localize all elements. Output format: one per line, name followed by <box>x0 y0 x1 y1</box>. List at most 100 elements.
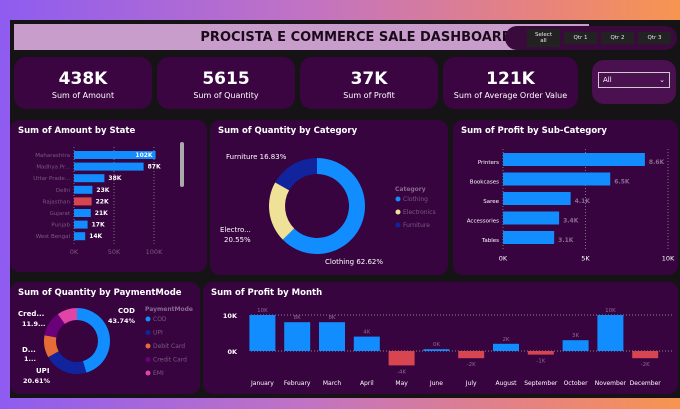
x-tick-label: 0K <box>70 248 79 256</box>
data-label: -2K <box>467 362 476 368</box>
data-label: 10K <box>257 308 268 314</box>
scrollbar-thumb[interactable] <box>180 142 184 187</box>
legend-title: Category <box>395 186 426 193</box>
data-label: 0K <box>433 342 440 348</box>
y-tick-label: 10K <box>223 312 238 320</box>
data-label: 21K <box>95 210 108 217</box>
bar <box>503 192 571 205</box>
data-label: 6.5K <box>614 179 630 186</box>
legend-title: PaymentMode <box>145 306 193 313</box>
bar <box>503 153 645 166</box>
category-label: Maharashtra <box>35 153 70 159</box>
legend-item: UPI <box>153 330 163 337</box>
bar <box>562 340 589 351</box>
slice-label: 20.61% <box>23 377 51 385</box>
quarter-qtr3[interactable]: Qtr 3 <box>638 32 671 44</box>
bar <box>74 197 92 206</box>
data-label: 38K <box>108 175 121 182</box>
kpi-quantity: 5615 Sum of Quantity <box>157 57 295 109</box>
month-label: October <box>564 380 589 387</box>
category-label: Gujarat <box>50 211 71 217</box>
slice-label: Furniture 16.83% <box>226 153 287 161</box>
donut-slice <box>44 335 59 358</box>
chart-quantity-by-payment: Sum of Quantity by PaymentMode PaymentMod… <box>10 282 200 394</box>
data-label: 23K <box>96 187 109 194</box>
month-label: April <box>360 380 374 387</box>
month-label: December <box>630 380 662 387</box>
quarter-select-all[interactable]: Select all <box>527 29 560 47</box>
bar <box>74 185 93 194</box>
category-label: West Bengal <box>36 234 71 240</box>
page-title: PROCISTA E COMMERCE SALE DASHBOARD <box>14 24 589 50</box>
data-label: 3.1K <box>558 237 574 244</box>
legend-item: COD <box>153 316 167 323</box>
bar <box>423 349 450 351</box>
month-label: July <box>465 380 477 387</box>
month-label: January <box>250 380 274 387</box>
quarter-qtr2[interactable]: Qtr 2 <box>601 32 634 44</box>
donut-slice <box>275 158 317 191</box>
x-tick-label: 100K <box>146 248 163 256</box>
data-label: 87K <box>148 164 161 171</box>
bar <box>503 211 560 225</box>
data-label: 4.1K <box>575 198 591 205</box>
legend-marker <box>145 316 151 322</box>
donut-slice <box>44 314 65 338</box>
x-tick-label: 0K <box>499 255 508 263</box>
month-label: March <box>323 380 341 387</box>
bar <box>353 336 380 351</box>
quarter-qtr1[interactable]: Qtr 1 <box>564 32 597 44</box>
slice-label: Cred... <box>18 310 44 318</box>
chart-svg: 0K 50K 100K Maharashtra 102K Madhya Pr... 87K U… <box>33 142 184 256</box>
legend-marker <box>395 222 401 228</box>
x-tick-label: 10K <box>662 255 675 263</box>
month-label: June <box>429 380 443 387</box>
bar <box>74 174 105 183</box>
legend-marker <box>395 196 401 202</box>
category-label: Saree <box>483 199 499 205</box>
data-label: -1K <box>536 359 545 365</box>
bar <box>493 343 519 351</box>
category-label: Punjab <box>51 223 70 229</box>
legend-item: Debit Card <box>153 343 185 350</box>
category-label: Bookcases <box>470 180 499 186</box>
data-label: 8K <box>328 315 335 321</box>
legend-item: Electronics <box>403 209 436 216</box>
legend-marker <box>395 209 401 215</box>
quarter-slicer: Select all Qtr 1 Qtr 2 Qtr 3 <box>505 26 677 50</box>
data-label: 3.4K <box>563 218 579 225</box>
donut-slice <box>269 182 295 240</box>
bar <box>632 351 659 359</box>
legend-item: Furniture <box>403 222 430 229</box>
data-label: 8K <box>294 315 301 321</box>
bar <box>74 151 156 159</box>
donut-slice <box>57 308 77 324</box>
kpi-profit: 37K Sum of Profit <box>300 57 438 109</box>
category-label: Accessories <box>467 219 499 225</box>
slice-label: COD <box>118 307 135 315</box>
x-tick-label: 5K <box>581 255 590 263</box>
chart-svg: 0K 5K 10K Printers 8.6K Bookcases 6.5K Saree 4.1… <box>467 149 675 263</box>
x-tick-label: 50K <box>108 248 121 256</box>
slice-label: D... <box>22 346 36 354</box>
bar <box>503 172 611 186</box>
donut-slice <box>282 158 365 254</box>
chart-quantity-by-category: Sum of Quantity by Category Category Cloth… <box>210 120 448 275</box>
y-tick-label: 0K <box>227 348 238 356</box>
data-label: 4K <box>363 330 370 336</box>
category-label: Tables <box>481 238 499 244</box>
legend-marker <box>145 357 151 362</box>
legend-item: Credit Card <box>153 357 187 364</box>
slice-label: Clothing 62.62% <box>325 258 383 266</box>
data-label: 14K <box>89 233 102 240</box>
data-label: 17K <box>92 222 105 229</box>
bar <box>458 351 485 359</box>
data-label: -4K <box>397 369 406 375</box>
month-label: September <box>524 380 558 387</box>
category-label: Uttar Prade... <box>33 176 70 182</box>
month-label: August <box>496 380 518 387</box>
data-label: 3K <box>572 333 579 339</box>
slice-label: 20.55% <box>224 236 251 244</box>
bar <box>319 322 345 351</box>
filter-dropdown[interactable]: All ⌄ <box>598 72 670 88</box>
